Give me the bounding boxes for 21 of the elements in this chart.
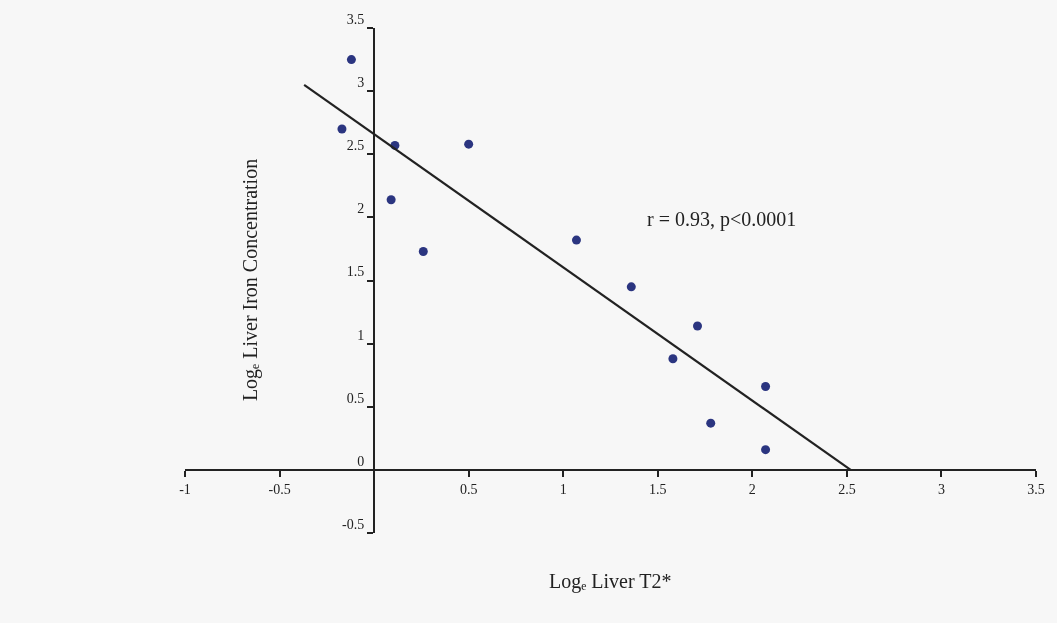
x-tick-label: 1 [559,481,567,497]
y-tick-label: 2 [357,201,365,217]
y-tick-label: 2.5 [346,138,365,154]
y-tick-label: 1.5 [346,264,365,280]
x-tick-label: -1 [179,481,191,497]
y-tick-label: 3 [357,75,365,91]
x-tick-label: 2.5 [838,481,856,497]
y-tick-label: -0.5 [342,516,365,532]
x-tick-label: 2 [748,481,756,497]
x-tick-label: 0.5 [459,481,478,497]
y-tick-label: 3.5 [346,11,365,27]
y-tick-label: 1 [357,327,365,343]
x-tick-label: 1.5 [649,481,667,497]
y-axis-title: Logₑ Liver Iron Concentration [239,158,263,402]
x-tick-label: 3 [937,481,945,497]
annotation: r = 0.93, p<0.0001 [647,208,797,231]
y-tick-label: 0.5 [346,390,365,406]
x-axis-title: Logₑ Liver T2* [549,570,672,593]
x-tick-label: 3.5 [1027,481,1045,497]
x-tick-label: -0.5 [268,481,291,497]
y-tick-label: 0 [357,453,365,469]
